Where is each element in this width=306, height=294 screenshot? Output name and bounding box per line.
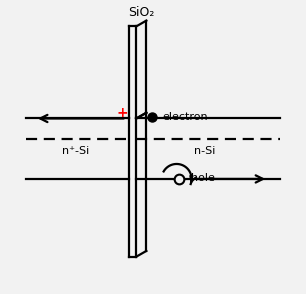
Text: n-Si: n-Si [194, 146, 215, 156]
Text: SiO₂: SiO₂ [128, 6, 155, 19]
Text: electron: electron [162, 112, 208, 122]
Text: n⁺-Si: n⁺-Si [62, 146, 89, 156]
Text: +: + [117, 106, 129, 120]
Text: hole: hole [191, 173, 215, 183]
